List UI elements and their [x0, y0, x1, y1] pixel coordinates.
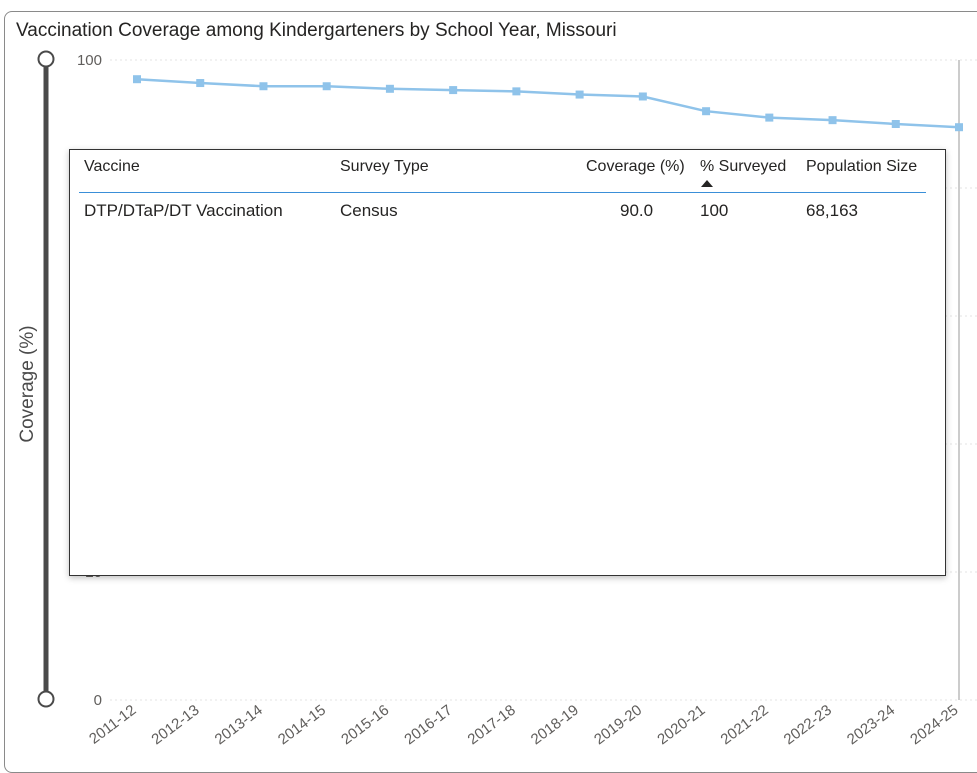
data-point[interactable] — [322, 82, 331, 91]
x-tick-label: 2017-18 — [465, 702, 519, 749]
cell-vaccine: DTP/DTaP/DT Vaccination — [84, 201, 283, 220]
x-tick-label: 2016-17 — [401, 702, 455, 749]
data-point[interactable] — [828, 116, 837, 125]
y-tick-label: 100 — [77, 52, 102, 69]
data-point[interactable] — [196, 79, 205, 88]
data-point[interactable] — [891, 120, 900, 128]
data-point[interactable] — [765, 113, 774, 122]
line-chart[interactable]: Coverage (%) 100200 2011-122012-132013-1… — [0, 0, 977, 750]
data-point[interactable] — [955, 123, 963, 132]
header-divider — [79, 192, 926, 193]
x-tick-label: 2018-19 — [528, 702, 582, 749]
x-tick-label: 2021-22 — [718, 702, 772, 749]
x-tick-label: 2012-13 — [148, 702, 202, 749]
x-tick-label: 2024-25 — [907, 702, 961, 749]
y-axis-range-slider[interactable] — [37, 50, 55, 708]
data-point[interactable] — [512, 87, 521, 96]
header-surveyed[interactable]: % Surveyed — [700, 158, 787, 175]
x-tick-label: 2020-21 — [654, 702, 708, 749]
data-point[interactable] — [575, 90, 584, 99]
header-coverage[interactable]: Coverage (%) — [586, 158, 685, 175]
x-tick-label: 2013-14 — [212, 702, 266, 749]
slider-handle-top[interactable] — [37, 50, 55, 68]
y-tick-label: 0 — [94, 692, 102, 709]
data-point[interactable] — [449, 86, 458, 95]
data-point[interactable] — [385, 84, 394, 93]
sort-ascending-icon — [701, 180, 713, 187]
x-tick-label: 2019-20 — [591, 702, 645, 749]
cell-survey-type: Census — [340, 201, 398, 220]
y-axis-title: Coverage (%) — [17, 325, 38, 442]
header-vaccine[interactable]: Vaccine — [84, 158, 140, 175]
x-tick-label: 2014-15 — [275, 702, 329, 749]
tooltip-table: Vaccine Survey Type Coverage (%) % Surve… — [69, 149, 946, 576]
header-population-size[interactable]: Population Size — [806, 158, 918, 175]
series-line — [136, 77, 960, 129]
cell-coverage: 90.0 — [620, 201, 654, 220]
x-tick-label: 2015-16 — [338, 702, 392, 749]
x-axis-ticks: 2011-12 2012-13 2013-14 2014-15 2015-16 2016-… — [86, 702, 961, 749]
data-point[interactable] — [702, 107, 711, 116]
series-markers — [133, 75, 963, 132]
chart-title: Vaccination Coverage among Kindergartene… — [16, 20, 617, 41]
cell-population-size: 68,163 — [806, 201, 858, 220]
header-survey-type[interactable]: Survey Type — [340, 158, 429, 175]
x-tick-label: 2022-23 — [781, 702, 835, 749]
data-point[interactable] — [638, 92, 647, 101]
cell-surveyed: 100 — [700, 201, 729, 220]
data-point[interactable] — [133, 75, 141, 84]
x-tick-label: 2023-24 — [844, 702, 898, 749]
data-point[interactable] — [259, 82, 268, 91]
slider-handle-bottom[interactable] — [37, 690, 55, 708]
